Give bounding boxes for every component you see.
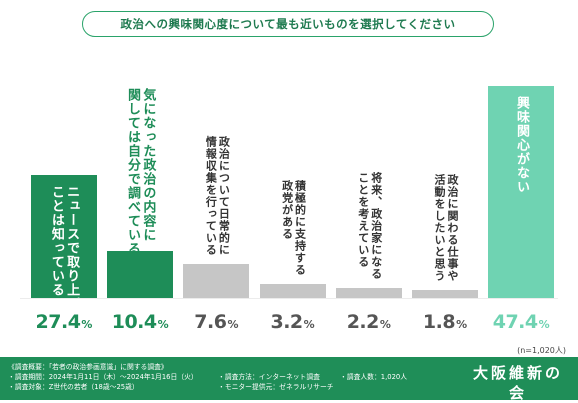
category-label-5: 将来、政治家になる ことを考えている bbox=[356, 172, 383, 281]
footer-survey-method: ・調査方法：インターネット調査 bbox=[218, 373, 320, 381]
footer-respondent-count: ・調査人数：1,020人 bbox=[340, 373, 408, 381]
category-label-3: 政治について日常的に 情報収集を行っている bbox=[204, 136, 231, 256]
chart-title: 政治への興味関心度について最も近いものを選択してください bbox=[82, 11, 494, 37]
footer-survey-overview: 《調査概要：「若者の政治参画意識」に関する調査》 bbox=[8, 363, 168, 371]
bar-4 bbox=[259, 283, 326, 298]
category-label-4: 積極的に支持する 政党がある bbox=[280, 179, 307, 276]
value-number-1: 27.4 bbox=[35, 311, 81, 333]
category-label-7: 興味関心がない bbox=[514, 96, 530, 194]
footer-middle-column: ・調査方法：インターネット調査 ・モニター提供元：ゼネラルリサーチ bbox=[218, 372, 334, 392]
party-logo: 大阪維新の会 bbox=[472, 363, 564, 403]
bar-1 bbox=[31, 175, 97, 298]
footer-survey-period: ・調査期間：2024年1月11日（木）〜2024年1月16日（火） bbox=[8, 373, 198, 381]
category-label-6: 政治に関わる仕事や 活動をしたいと思う bbox=[432, 173, 459, 282]
value-number-4: 3.2 bbox=[270, 311, 303, 333]
survey-footer: 《調査概要：「若者の政治参画意識」に関する調査》 ・調査期間：2024年1月11… bbox=[0, 357, 578, 403]
value-number-2: 10.4 bbox=[111, 311, 157, 333]
value-number-5: 2.2 bbox=[346, 311, 380, 333]
bar-7 bbox=[488, 86, 555, 298]
value-unit-2: % bbox=[157, 318, 169, 331]
category-label-2: 気になった政治の内容に 関しては自分で調べている bbox=[125, 88, 156, 256]
value-label-2: 10.4% bbox=[107, 311, 173, 335]
sample-size-note: (n=1,020人) bbox=[517, 346, 566, 355]
category-label-1: ニュースで取り上げている ことは知っている bbox=[48, 185, 80, 354]
footer-monitor-provider: ・モニター提供元：ゼネラルリサーチ bbox=[218, 383, 334, 391]
value-unit-3: % bbox=[227, 318, 239, 331]
value-unit-1: % bbox=[81, 318, 93, 331]
value-number-7: 47.4 bbox=[492, 311, 538, 333]
value-label-6: 1.8% bbox=[412, 311, 478, 335]
bar-6 bbox=[412, 289, 478, 298]
value-label-4: 3.2% bbox=[260, 311, 326, 335]
footer-right-column: ・調査人数：1,020人 bbox=[340, 372, 407, 382]
footer-left-column: 《調査概要：「若者の政治参画意識」に関する調査》 ・調査期間：2024年1月11… bbox=[8, 362, 198, 392]
footer-survey-target: ・調査対象：Z世代の若者（18歳〜25歳） bbox=[8, 383, 139, 391]
value-unit-7: % bbox=[538, 318, 550, 331]
bar-2 bbox=[107, 251, 174, 298]
value-label-1: 27.4% bbox=[31, 311, 97, 335]
logo-text: 大阪維新の会 bbox=[472, 364, 563, 402]
value-unit-5: % bbox=[379, 318, 391, 331]
bar-5 bbox=[335, 288, 402, 298]
chart-baseline bbox=[20, 298, 558, 299]
value-label-5: 2.2% bbox=[336, 311, 402, 335]
value-unit-4: % bbox=[303, 318, 315, 331]
value-number-6: 1.8 bbox=[422, 311, 456, 333]
value-label-3: 7.6% bbox=[183, 311, 249, 335]
value-number-3: 7.6 bbox=[194, 311, 227, 333]
value-label-7: 47.4% bbox=[488, 311, 554, 335]
value-unit-6: % bbox=[456, 318, 468, 331]
bar-3 bbox=[183, 264, 250, 298]
